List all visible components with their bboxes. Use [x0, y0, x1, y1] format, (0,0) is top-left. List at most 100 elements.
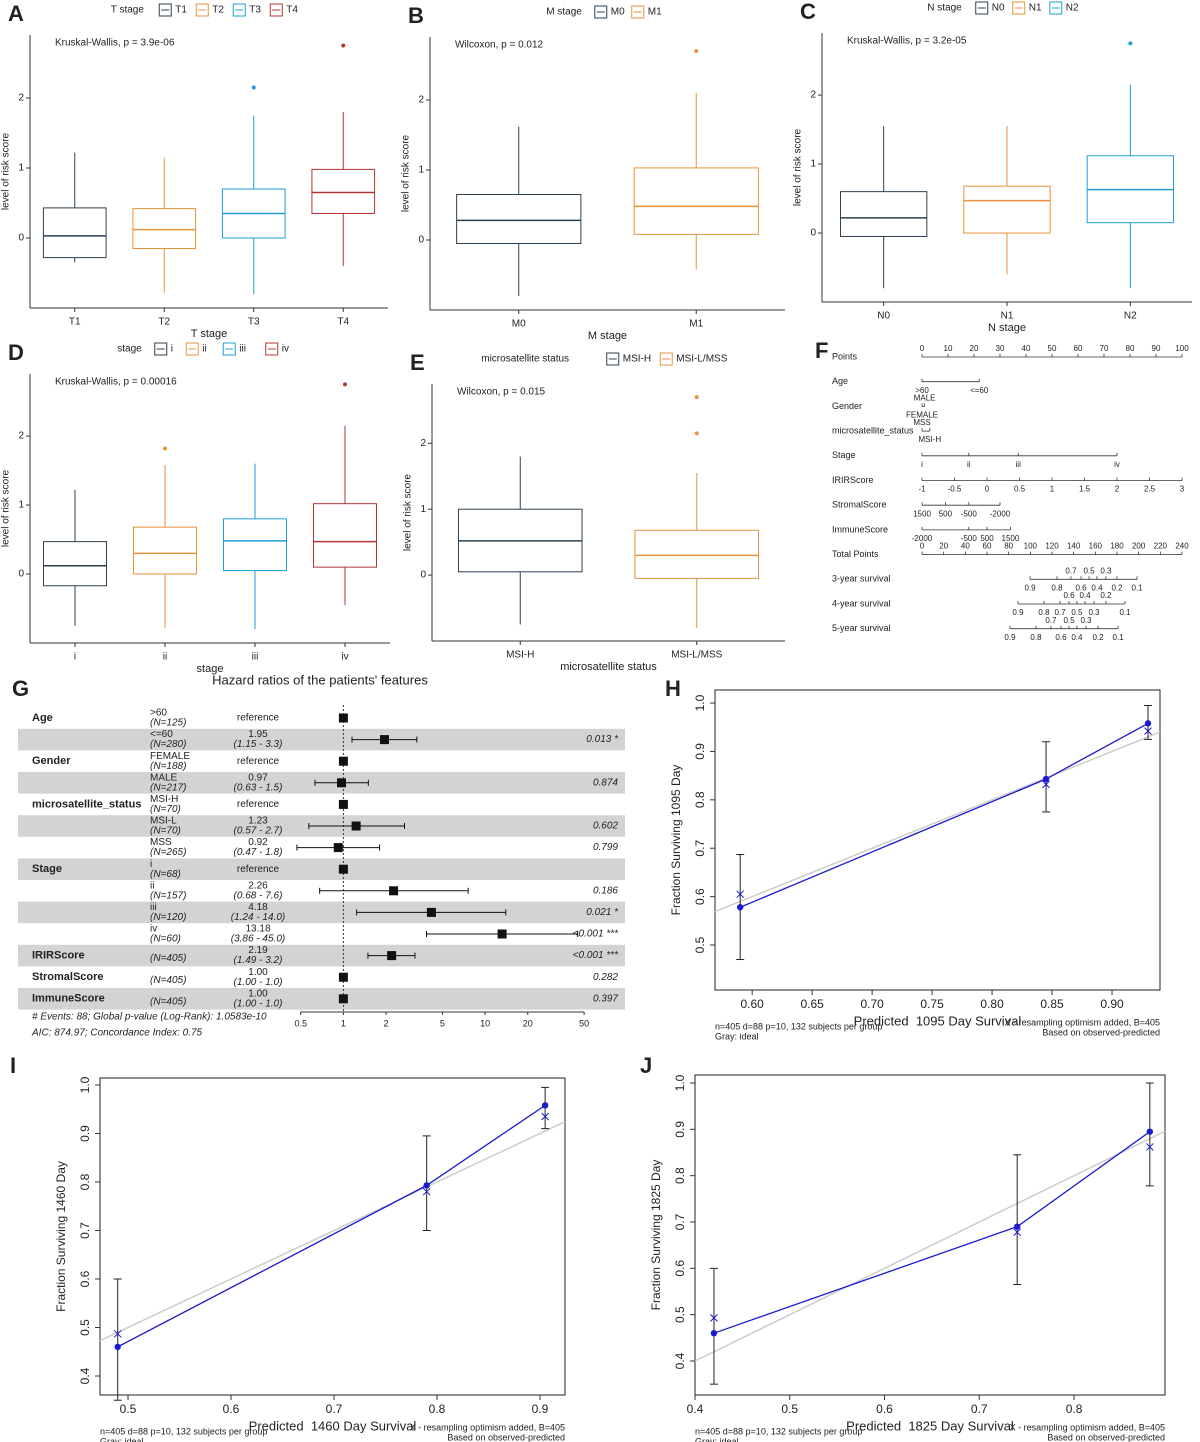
legend-label: N0 [992, 3, 1005, 14]
legend-key [222, 342, 236, 356]
footnote: Gray: ideal [715, 1031, 759, 1041]
legend-key [269, 3, 283, 17]
row-tick-label: 160 [1089, 542, 1103, 551]
n-label: (N=120) [150, 912, 186, 923]
y-tick-label: 1 [810, 159, 816, 170]
footnote: X - resampling optimism added, B=405 [1010, 1422, 1165, 1432]
box [840, 191, 928, 237]
row-tick-label: 0.8 [1051, 583, 1063, 592]
panel-letter: E [410, 350, 425, 375]
variable-label: Stage [32, 863, 62, 875]
n-label: (N=265) [150, 847, 186, 858]
x-tick-label: 0.7 [971, 1402, 988, 1416]
row-tick-label: <=60 [970, 386, 989, 395]
row-tick-label: MALE [914, 394, 936, 403]
legend-label: T4 [286, 5, 298, 16]
row-tick-label: 1500 [1002, 534, 1020, 543]
n-label: (N=68) [150, 869, 181, 880]
y-tick-label: 1 [420, 504, 426, 515]
p-label: 0.397 [593, 993, 618, 1004]
row-tick-label: 0.7 [1054, 608, 1066, 617]
row-tick-label: 20 [970, 344, 979, 353]
row-tick-label: 80 [1126, 344, 1135, 353]
annotation: Wilcoxon, p = 0.012 [455, 40, 544, 51]
y-tick-label: 0 [810, 228, 816, 239]
row-tick-label: iii [1016, 460, 1022, 469]
footnote: n=405 d=88 p=10, 132 subjects per group [695, 1426, 862, 1436]
y-tick-label: 0.7 [673, 1213, 687, 1230]
row-tick-label: 40 [1022, 344, 1031, 353]
ci-label: (1.00 - 1.0) [234, 998, 283, 1009]
p-label: 0.282 [593, 972, 618, 983]
footnote: X - resampling optimism added, B=405 [410, 1422, 565, 1432]
row-tick-label: 180 [1110, 542, 1124, 551]
y-axis-title: level of risk score [401, 134, 412, 212]
x-tick-label: 0.7 [326, 1402, 343, 1416]
outlier [251, 85, 256, 90]
y-tick-label: 0.9 [78, 1125, 92, 1142]
n-label: (N=70) [150, 804, 181, 815]
p-label: <0.001 *** [573, 950, 619, 961]
row-tick-label: 140 [1067, 542, 1081, 551]
p-label: <0.001 *** [573, 929, 619, 940]
footnote: n=405 d=88 p=10, 132 subjects per group [715, 1021, 882, 1031]
estimate-label: reference [237, 756, 280, 767]
x-tick-label: M0 [512, 319, 526, 330]
y-tick-label: 0.9 [673, 1121, 687, 1138]
legend-key [975, 1, 989, 15]
y-tick-label: 0.5 [673, 1306, 687, 1323]
estimate-square [338, 799, 348, 809]
row-tick-label: 0.4 [1091, 583, 1103, 592]
y-tick-label: 1 [418, 165, 424, 176]
legend-label: iii [239, 344, 246, 355]
row-tick-label: 70 [1100, 344, 1109, 353]
observed-line [117, 1104, 546, 1348]
x-axis-title: microsatellite status [560, 661, 657, 673]
row-tick-label: 50 [1048, 344, 1057, 353]
legend-key [158, 3, 172, 17]
x-tick-label: 0.8 [429, 1402, 446, 1416]
outlier [163, 446, 167, 451]
x-tick-label: ii [163, 652, 167, 663]
level-label: iii [150, 902, 157, 913]
y-tick-label: 2 [18, 93, 24, 104]
y-tick-label: 0.4 [78, 1367, 92, 1384]
corrected-mark [1144, 727, 1152, 735]
row-tick-label: 0 [920, 542, 925, 551]
n-label: (N=405) [150, 996, 186, 1007]
outlier [694, 431, 699, 436]
row-tick-label: 30 [996, 344, 1005, 353]
footnote: Based on observed-predicted [1042, 1027, 1160, 1037]
annotation: Wilcoxon, p = 0.015 [457, 387, 546, 398]
row-tick-label: i [921, 460, 923, 469]
x-tick-label: iii [252, 652, 259, 663]
ci-label: (0.63 - 1.5) [234, 782, 283, 793]
row-label: ImmuneScore [832, 524, 888, 534]
legend-key [185, 342, 199, 356]
ci-label: (1.15 - 3.3) [234, 739, 283, 750]
estimate-square [379, 735, 389, 745]
observed-point [736, 904, 744, 911]
corrected-mark [1013, 1228, 1022, 1237]
y-axis-title: Fraction Surviving 1460 Day [54, 1161, 68, 1312]
x-axis-title: N stage [988, 322, 1026, 334]
observed-point [1144, 720, 1152, 727]
row-tick-label: 1 [1050, 485, 1055, 494]
x-tick-label: N2 [1124, 311, 1137, 322]
observed-point [710, 1329, 718, 1337]
footnote: n=405 d=88 p=10, 132 subjects per group [100, 1426, 267, 1436]
x-tick-label: 0.80 [980, 997, 1004, 1011]
y-tick-label: 1.0 [693, 694, 707, 711]
row-label: Stage [832, 450, 856, 460]
row-label: 5-year survival [832, 623, 891, 633]
variable-label: ImmuneScore [32, 993, 105, 1005]
y-axis-title: level of risk score [403, 473, 414, 551]
row-label: StromalScore [832, 500, 887, 510]
y-tick-label: 0 [18, 233, 24, 244]
legend-label: M0 [611, 7, 625, 18]
x-tick-label: 0.8 [1066, 1402, 1083, 1416]
y-tick-label: 0.6 [693, 888, 707, 905]
estimate-label: reference [237, 713, 280, 724]
x-tick-label: 0.6 [876, 1402, 893, 1416]
panel-letter: C [800, 0, 816, 24]
